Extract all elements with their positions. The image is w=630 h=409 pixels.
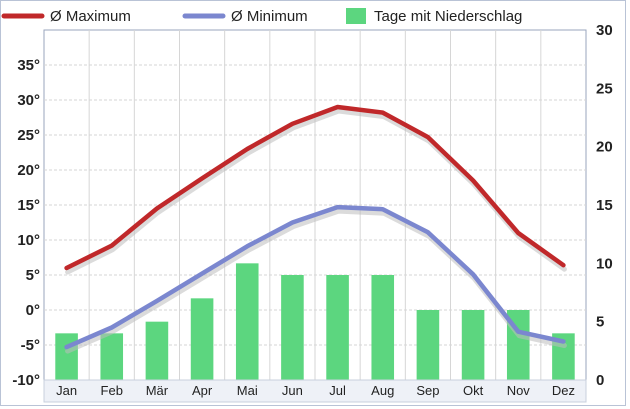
precipitation-bar xyxy=(145,321,169,380)
left-tick-label: 25° xyxy=(17,127,40,144)
right-tick-label: 5 xyxy=(596,314,604,331)
series-line xyxy=(64,204,566,350)
x-axis-band xyxy=(43,379,587,403)
legend-label: Tage mit Niederschlag xyxy=(374,8,522,25)
category-label: Apr xyxy=(192,383,213,398)
grid xyxy=(44,30,586,380)
left-tick-label: 30° xyxy=(17,92,40,109)
left-tick-label: 5° xyxy=(26,267,40,284)
precipitation-bar xyxy=(235,263,259,380)
precipitation-bar xyxy=(190,298,214,380)
category-label: Mai xyxy=(237,383,258,398)
category-label: Nov xyxy=(507,383,531,398)
left-tick-label: 15° xyxy=(17,197,40,214)
legend-item: Tage mit Niederschlag xyxy=(346,8,522,25)
category-label: Feb xyxy=(101,383,123,398)
series-line xyxy=(64,104,566,271)
legend-label: Ø Maximum xyxy=(50,8,131,25)
category-label: Jul xyxy=(329,383,346,398)
legend-bar-swatch xyxy=(346,8,366,24)
right-axis: 0 5 10 15 20 25 30 xyxy=(596,22,613,389)
category-label: Mär xyxy=(146,383,169,398)
category-label: Dez xyxy=(552,383,575,398)
category-label: Jun xyxy=(282,383,303,398)
right-tick-label: 0 xyxy=(596,372,604,389)
left-axis: -10° -5° 0° 5° 10° 15° 20° 25° 30° 35° xyxy=(12,57,40,389)
temperature-lines xyxy=(64,104,567,354)
right-tick-label: 10 xyxy=(596,255,613,272)
legend-item: Ø Minimum xyxy=(182,8,308,25)
right-tick-label: 30 xyxy=(596,22,613,39)
x-axis: Jan Feb Mär Apr Mai Jun Jul Aug Sep Okt Nov Dez xyxy=(43,379,587,403)
precipitation-bar xyxy=(371,275,395,380)
left-tick-label: -10° xyxy=(12,372,40,389)
category-label: Aug xyxy=(371,383,394,398)
left-tick-label: -5° xyxy=(21,337,40,354)
precipitation-bar xyxy=(461,310,485,380)
precipitation-bar xyxy=(326,275,349,380)
left-tick-label: 0° xyxy=(26,302,40,319)
right-tick-label: 20 xyxy=(596,139,613,156)
legend: Ø Maximum Ø Minimum Tage mit Niederschlag xyxy=(1,8,522,25)
right-tick-label: 15 xyxy=(596,197,613,214)
legend-item: Ø Maximum xyxy=(1,8,131,25)
legend-label: Ø Minimum xyxy=(231,8,308,25)
left-tick-label: 20° xyxy=(17,162,40,179)
precipitation-bar xyxy=(416,310,440,380)
left-tick-label: 10° xyxy=(17,232,40,249)
left-tick-label: 35° xyxy=(17,57,40,74)
precipitation-bar xyxy=(281,275,304,380)
category-label: Okt xyxy=(463,383,484,398)
category-label: Jan xyxy=(56,383,77,398)
right-tick-label: 25 xyxy=(596,80,613,97)
category-label: Sep xyxy=(416,383,439,398)
precipitation-bar xyxy=(100,333,124,380)
precipitation-bar xyxy=(55,333,78,380)
